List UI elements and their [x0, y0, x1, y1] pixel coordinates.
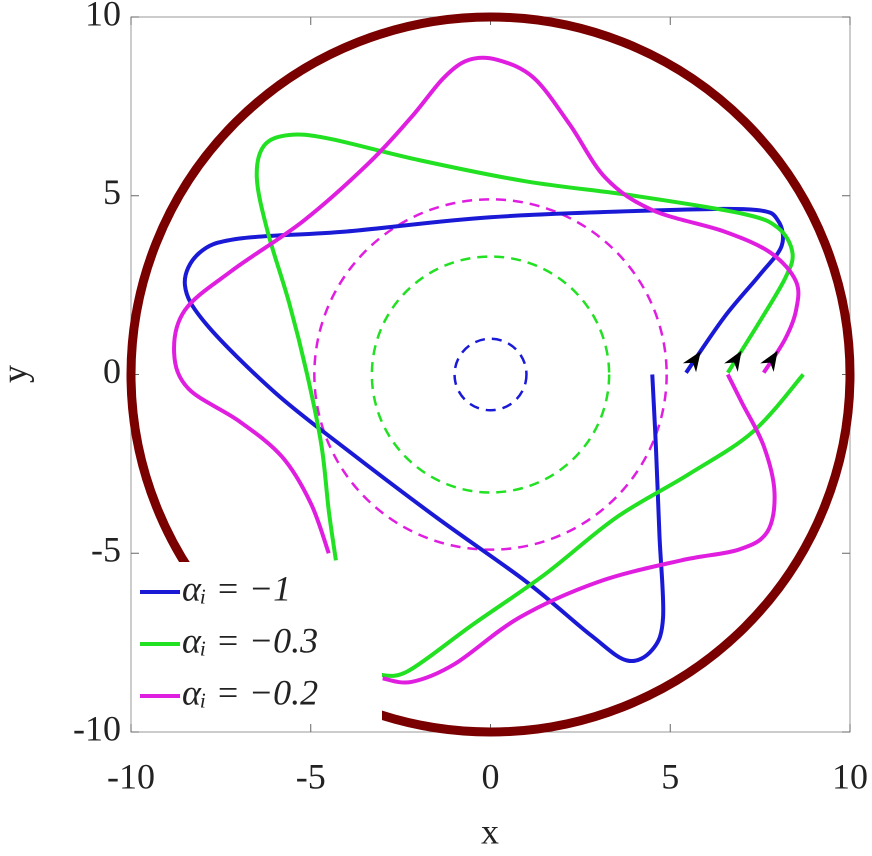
x-tick-label: 10 — [832, 756, 868, 796]
y-axis-label: y — [0, 365, 34, 383]
x-tick-label: 0 — [482, 756, 500, 796]
trajectory — [172, 55, 801, 685]
y-tick-label: 5 — [103, 172, 121, 212]
reference-circle — [370, 255, 611, 494]
reference-circle — [313, 198, 668, 551]
x-axis-label: x — [481, 811, 499, 851]
y-tick-label: 0 — [103, 351, 121, 391]
direction-arrow — [724, 350, 742, 372]
x-tick-label: 5 — [661, 756, 679, 796]
x-tick-label: -5 — [296, 756, 326, 796]
y-tick-label: 10 — [85, 0, 121, 33]
boundary-circle — [126, 12, 855, 737]
direction-arrow — [682, 351, 701, 373]
reference-circle — [453, 337, 528, 412]
trajectory — [254, 132, 805, 678]
y-tick-label: -10 — [73, 708, 121, 748]
y-tick-label: -5 — [91, 530, 121, 570]
x-tick-label: -10 — [107, 756, 155, 796]
legend-label: αᵢ = −0.3 — [182, 620, 318, 660]
direction-arrow — [760, 350, 778, 372]
legend-label: αᵢ = −0.2 — [182, 672, 318, 712]
legend-label: αᵢ = −1 — [182, 568, 291, 608]
